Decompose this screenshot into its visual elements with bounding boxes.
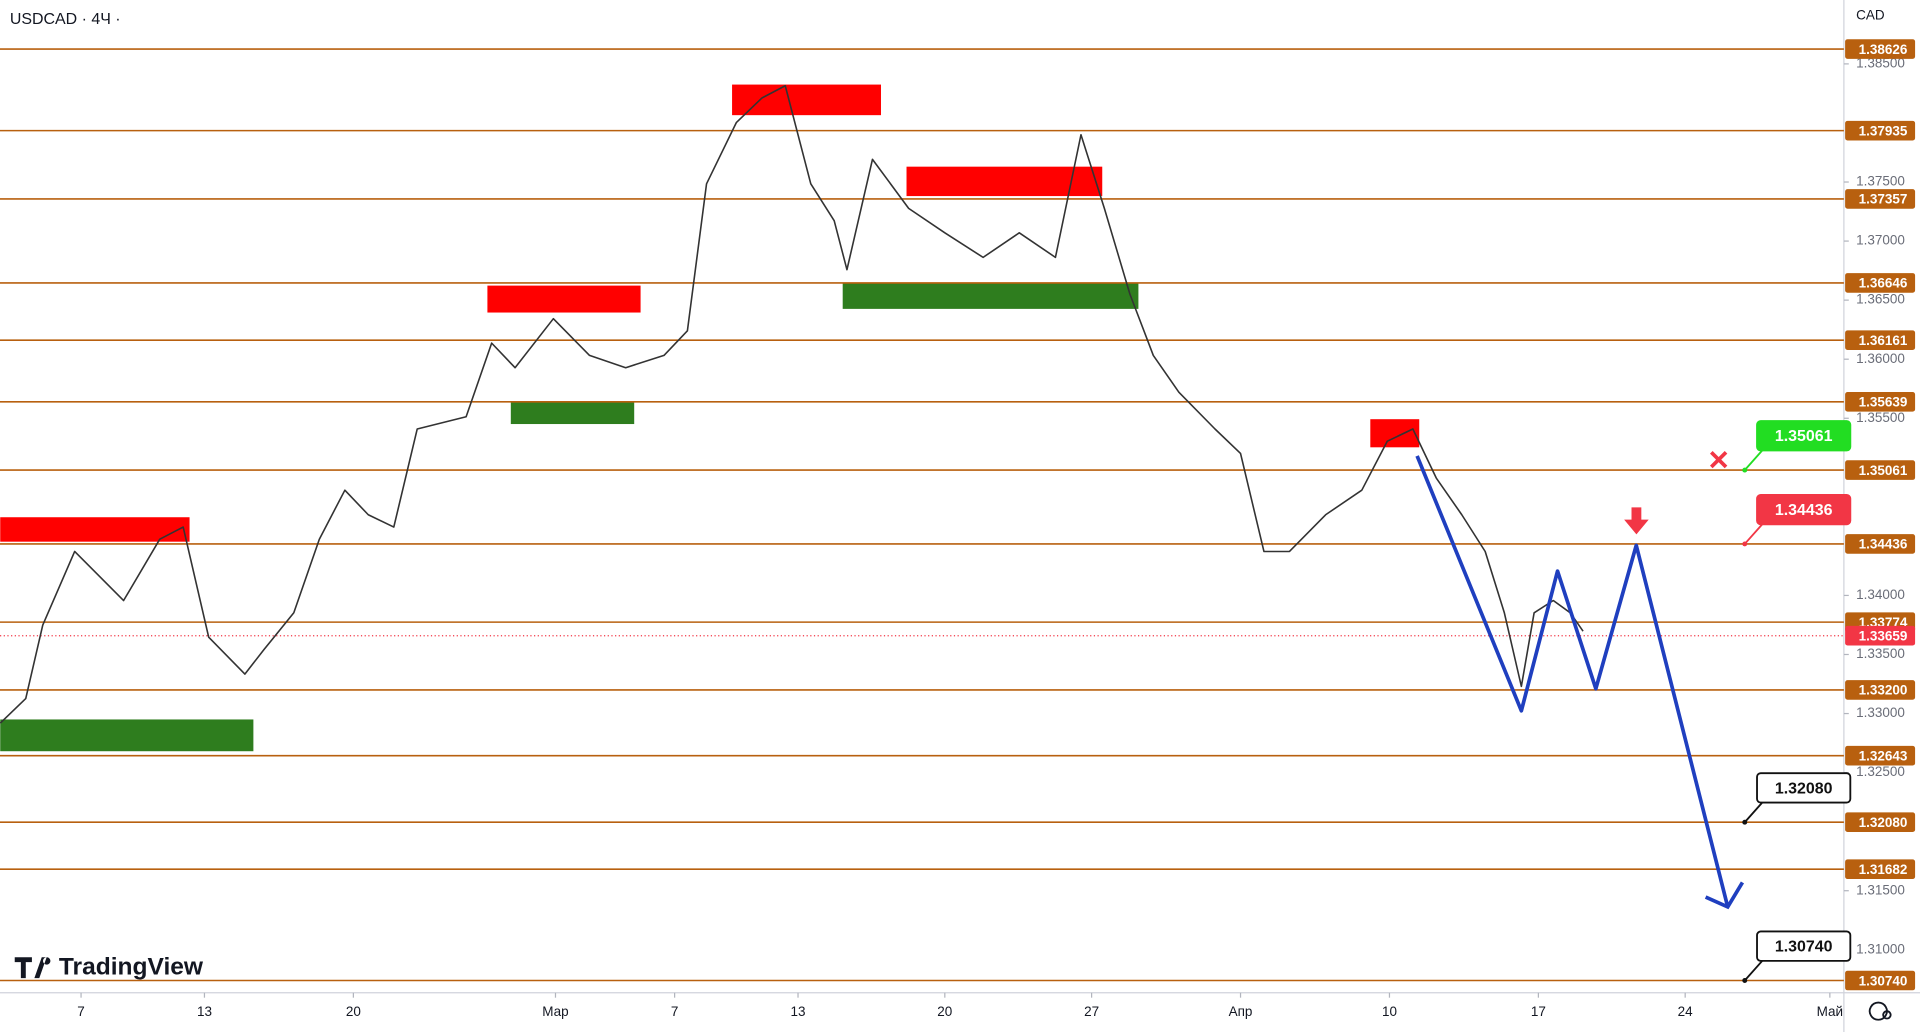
y-tick-label: 1.37000 [1856, 233, 1905, 248]
level-tag [1845, 330, 1916, 350]
zone [0, 719, 254, 752]
level-label: 1.31682 [1859, 862, 1908, 877]
level-label: 1.30740 [1859, 973, 1908, 988]
level-tag [1845, 392, 1916, 412]
level-label: 1.37935 [1859, 123, 1908, 138]
level-label: 1.36161 [1859, 333, 1908, 348]
level-tag [1845, 189, 1916, 209]
zone [0, 517, 190, 542]
level-tag [1845, 534, 1916, 554]
level-label: 1.35639 [1859, 395, 1908, 410]
x-tick-label: 10 [1382, 1004, 1397, 1019]
projection-line [1415, 455, 1730, 908]
settings-icon[interactable] [1868, 1001, 1892, 1021]
level-label: 1.37357 [1859, 192, 1908, 207]
x-tick-label: Мар [542, 1004, 568, 1019]
cross-mark [1710, 450, 1728, 469]
zone [487, 285, 641, 313]
callout-box [1756, 930, 1852, 962]
y-tick-label: 1.31500 [1856, 882, 1905, 897]
y-tick-label: 1.35500 [1856, 410, 1905, 425]
zone [510, 401, 635, 425]
level-label: 1.33200 [1859, 683, 1908, 698]
level-tag [1845, 120, 1916, 141]
callout-dot [1742, 467, 1748, 473]
callout-box [1756, 493, 1852, 526]
y-tick-label: 1.36000 [1856, 351, 1905, 366]
x-tick-label: 20 [346, 1004, 361, 1019]
currency[interactable]: CAD [1856, 8, 1885, 23]
x-tick-label: 7 [671, 1004, 679, 1019]
y-tick-label: 1.32500 [1856, 764, 1905, 779]
x-tick-label: 13 [791, 1004, 806, 1019]
x-tick-label: 13 [197, 1004, 212, 1019]
level-tag [1845, 39, 1916, 59]
down-arrow [1624, 507, 1649, 535]
level-label: 1.35061 [1859, 463, 1908, 478]
callout-box [1756, 420, 1852, 452]
x-tick-label: 27 [1084, 1004, 1099, 1019]
x-tick-label: Май [1817, 1004, 1843, 1019]
callout-box [1756, 772, 1852, 804]
level-tag [1845, 812, 1916, 833]
projection-arrowhead [1704, 881, 1745, 910]
y-tick-label: 1.36500 [1856, 292, 1905, 307]
callout-pointer [1744, 957, 1766, 982]
level-label: 1.38626 [1859, 42, 1908, 57]
y-tick-label: 1.37500 [1856, 174, 1905, 189]
y-tick-label: 1.38500 [1856, 55, 1905, 70]
y-tick-label: 1.34000 [1856, 587, 1905, 602]
price-line [0, 84, 1584, 724]
y-tick-label: 1.33000 [1856, 705, 1905, 720]
level-label: 1.32080 [1859, 815, 1908, 830]
level-tag [1845, 680, 1916, 700]
level-tag [1845, 273, 1916, 293]
zone [732, 84, 881, 116]
level-tag [1845, 859, 1916, 880]
level-tag [1845, 745, 1916, 766]
callout-pointer [1744, 799, 1766, 823]
level-tag [1845, 970, 1916, 991]
x-tick-label: 7 [77, 1004, 85, 1019]
zone [1370, 419, 1420, 448]
callout-pointer [1744, 521, 1766, 545]
callout-dot [1742, 541, 1748, 547]
logo: TradingView [14, 954, 204, 981]
level-label: 1.36646 [1859, 276, 1908, 291]
zone [842, 283, 1139, 309]
plot [0, 48, 1844, 982]
level-label: 1.32643 [1859, 749, 1908, 764]
callout-dot [1742, 819, 1748, 825]
last-price-label: 1.33659 [1859, 629, 1908, 644]
callout-pointer [1744, 447, 1766, 471]
callout-label: 1.35061 [1775, 428, 1833, 445]
logo-icon [14, 957, 51, 979]
callout-dot [1742, 978, 1748, 983]
x-tick-label: 20 [937, 1004, 952, 1019]
callout-label: 1.32080 [1775, 780, 1833, 797]
y-tick-label: 1.31000 [1856, 941, 1905, 956]
x-tick-label: Апр [1229, 1004, 1253, 1019]
callout-label: 1.30740 [1775, 939, 1833, 956]
symbol-title[interactable]: USDCAD · 4Ч · [10, 11, 121, 28]
last-price-tag [1845, 625, 1916, 646]
x-tick-label: 24 [1678, 1004, 1694, 1019]
brand: TradingView [59, 954, 204, 981]
y-tick-label: 1.33500 [1856, 646, 1905, 661]
x-tick-label: 17 [1531, 1004, 1546, 1019]
callout-label: 1.34436 [1775, 502, 1833, 519]
level-label: 1.34436 [1859, 537, 1908, 552]
level-tag [1845, 460, 1916, 480]
